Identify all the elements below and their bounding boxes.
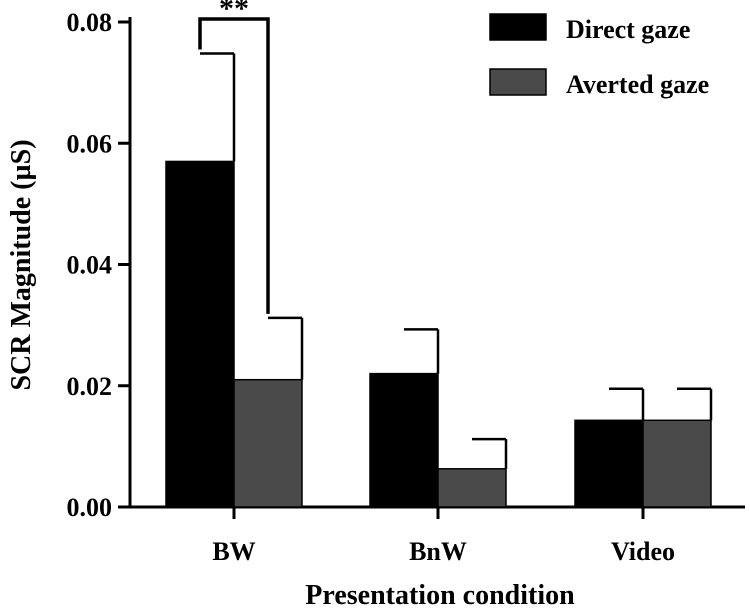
legend-swatch — [489, 13, 547, 41]
legend-swatch — [489, 68, 547, 96]
y-tick-label: 0.02 — [67, 372, 113, 401]
bar-direct-gaze-bnw — [369, 372, 439, 508]
legend-label: Averted gaze — [566, 70, 709, 99]
y-tick-label: 0.04 — [67, 251, 113, 280]
error-bars — [200, 52, 713, 469]
y-tick-label: 0.08 — [67, 8, 113, 37]
y-tick-label: 0.00 — [67, 493, 113, 522]
bar-averted-gaze-bw — [233, 378, 303, 508]
x-tick-label: BW — [212, 537, 255, 566]
legend: Direct gaze Averted gaze — [489, 13, 709, 99]
legend-label: Direct gaze — [566, 15, 690, 44]
y-tick-label: 0.06 — [67, 129, 113, 158]
significance-annotations: ** — [198, 0, 270, 314]
axes: 0.00 0.02 0.04 0.06 0.08 BW BnW Video — [67, 8, 745, 566]
y-axis-title: SCR Magnitude (µS) — [6, 139, 37, 390]
x-axis-title: Presentation condition — [305, 580, 575, 611]
bar-direct-gaze-video — [574, 419, 644, 508]
bar-averted-gaze-bnw — [437, 468, 507, 508]
bar-averted-gaze-video — [642, 419, 712, 508]
bars — [165, 160, 712, 508]
x-tick-label: BnW — [409, 537, 467, 566]
bar-direct-gaze-bw — [165, 160, 235, 508]
significance-bracket — [198, 17, 270, 314]
x-tick-label: Video — [611, 537, 675, 566]
significance-label: ** — [219, 0, 249, 25]
